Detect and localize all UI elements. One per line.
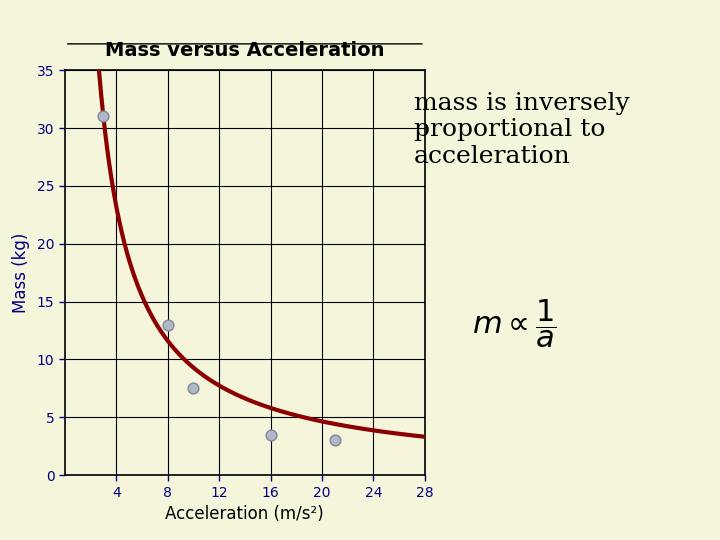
- Point: [162, 320, 174, 329]
- Point: [329, 436, 341, 445]
- Point: [188, 384, 199, 393]
- Title: Mass versus Acceleration: Mass versus Acceleration: [105, 42, 384, 60]
- Text: $m \propto \dfrac{1}{a}$: $m \propto \dfrac{1}{a}$: [472, 298, 557, 350]
- Point: [265, 430, 276, 439]
- Y-axis label: Mass (kg): Mass (kg): [12, 233, 30, 313]
- Point: [98, 112, 109, 121]
- X-axis label: Acceleration (m/s²): Acceleration (m/s²): [166, 505, 324, 523]
- Text: mass is inversely
proportional to
acceleration: mass is inversely proportional to accele…: [414, 92, 630, 168]
